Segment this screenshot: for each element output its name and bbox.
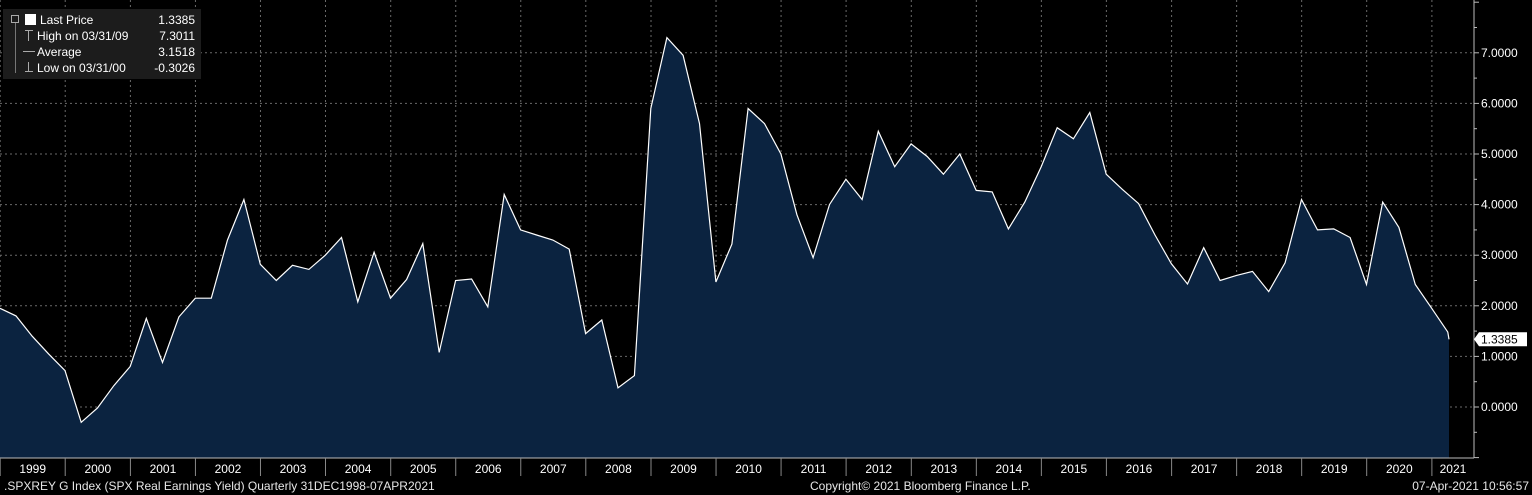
x-tick-label: 2014 xyxy=(995,462,1022,476)
legend-tree-line xyxy=(15,23,16,73)
x-tick-label: 2000 xyxy=(84,462,111,476)
series-area xyxy=(0,37,1449,458)
x-tick-label: 2002 xyxy=(215,462,242,476)
y-tick-label: 7.0000 xyxy=(1481,46,1518,60)
legend-value: 3.1518 xyxy=(158,45,195,59)
x-tick-label: 2008 xyxy=(605,462,632,476)
legend-row-average: Average 3.1518 xyxy=(3,44,201,60)
y-tick-label: 1.0000 xyxy=(1481,349,1518,363)
last-value-label: 1.3385 xyxy=(1474,332,1527,347)
legend-row-last-price: Last Price 1.3385 xyxy=(3,12,201,28)
x-tick-label: 2007 xyxy=(540,462,567,476)
x-tick-label: 2004 xyxy=(345,462,372,476)
legend-label: Low on 03/31/00 xyxy=(37,61,126,75)
x-tick-label: 2013 xyxy=(930,462,957,476)
x-tick-label: 2016 xyxy=(1126,462,1153,476)
x-tick-label: 2010 xyxy=(735,462,762,476)
legend-value: -0.3026 xyxy=(154,61,195,75)
legend-row-high: High on 03/31/09 7.3011 xyxy=(3,28,201,44)
x-axis: 1999 2000 2001 2002 2003 2004 2005 2006 2007 2008… xyxy=(0,457,1474,476)
footer-timestamp: 07-Apr-2021 10:56:57 xyxy=(1412,479,1529,493)
last-value-text: 1.3385 xyxy=(1481,332,1518,346)
high-marker-icon xyxy=(25,30,33,41)
footer-copyright: Copyright© 2021 Bloomberg Finance L.P. xyxy=(810,479,1031,493)
average-marker-icon xyxy=(23,51,35,52)
legend-box: Last Price 1.3385 High on 03/31/09 7.301… xyxy=(3,9,201,79)
legend-label: High on 03/31/09 xyxy=(37,29,129,43)
x-tick-label: 2018 xyxy=(1256,462,1283,476)
square-icon xyxy=(25,14,36,25)
y-axis: 7.0000 6.0000 5.0000 4.0000 3.0000 2.0000 1.00… xyxy=(1473,0,1518,459)
x-tick-label: 2009 xyxy=(670,462,697,476)
legend-label: Average xyxy=(37,45,82,59)
x-tick-label: 2006 xyxy=(475,462,502,476)
y-tick-label: 5.0000 xyxy=(1481,147,1518,161)
low-marker-icon xyxy=(25,62,33,72)
x-tick-label: 2003 xyxy=(280,462,307,476)
legend-row-low: Low on 03/31/00 -0.3026 xyxy=(3,60,201,76)
last-value-badge xyxy=(1474,332,1527,347)
y-tick-label: 6.0000 xyxy=(1481,96,1518,110)
x-tick-label: 2021 xyxy=(1440,462,1467,476)
footer-ticker: .SPXREY G Index (SPX Real Earnings Yield… xyxy=(4,479,435,493)
x-tick-label: 2015 xyxy=(1061,462,1088,476)
legend-label: Last Price xyxy=(40,13,94,27)
x-tick-label: 2020 xyxy=(1386,462,1413,476)
y-tick-label: 3.0000 xyxy=(1481,248,1518,262)
x-tick-label: 2012 xyxy=(865,462,892,476)
x-tick-label: 2011 xyxy=(801,462,827,476)
x-tick-label: 2017 xyxy=(1191,462,1218,476)
x-tick-label: 1999 xyxy=(19,462,46,476)
series-line xyxy=(0,36,1450,424)
x-tick-label: 2005 xyxy=(410,462,437,476)
collapse-icon[interactable] xyxy=(11,15,19,23)
y-tick-label: 0.0000 xyxy=(1481,400,1518,414)
legend-value: 1.3385 xyxy=(158,13,195,27)
legend-value: 7.3011 xyxy=(159,29,195,43)
y-tick-label: 4.0000 xyxy=(1481,198,1518,212)
x-tick-label: 2001 xyxy=(150,462,177,476)
y-tick-label: 2.0000 xyxy=(1481,299,1518,313)
x-tick-label: 2019 xyxy=(1321,462,1348,476)
